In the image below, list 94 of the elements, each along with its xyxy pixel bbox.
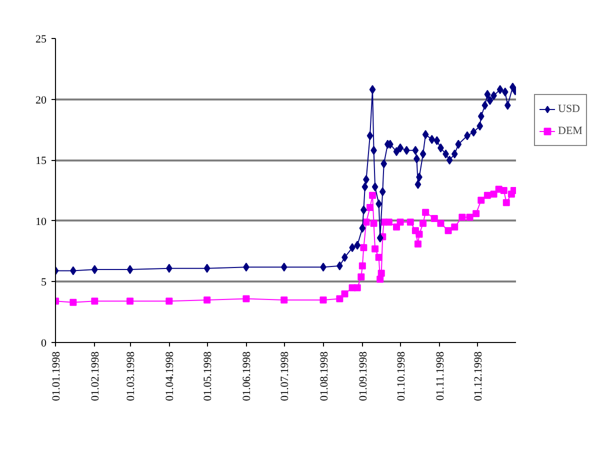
- point: [204, 264, 210, 273]
- x-tick-label: 01.06.1998: [241, 351, 254, 401]
- point: [280, 296, 288, 304]
- point: [502, 199, 510, 206]
- x-tick-label: 01.07.1998: [279, 351, 292, 401]
- point: [393, 147, 400, 156]
- point: [376, 276, 384, 283]
- x-tick-label: 01.08.1998: [318, 351, 330, 401]
- point: [437, 220, 444, 227]
- point: [422, 130, 429, 140]
- point: [380, 159, 388, 168]
- point: [396, 218, 404, 226]
- y-tick-label: 10: [36, 216, 47, 228]
- point: [375, 254, 382, 261]
- point: [500, 187, 508, 194]
- point: [369, 192, 376, 199]
- point: [446, 156, 453, 165]
- x-tick-label: 01.02.1998: [90, 351, 102, 401]
- point: [379, 187, 386, 196]
- point: [502, 88, 508, 97]
- point: [482, 100, 488, 110]
- x-tick-label: 01.10.1998: [395, 351, 408, 401]
- point: [420, 150, 426, 159]
- y-tick-label: 25: [36, 34, 47, 46]
- point: [91, 298, 98, 305]
- point: [406, 218, 414, 226]
- y-tick-label: 0: [41, 338, 47, 350]
- point: [358, 262, 366, 270]
- y-tick-label: 5: [41, 276, 47, 289]
- point: [358, 273, 365, 280]
- legend-label: DEM: [558, 125, 582, 137]
- x-tick-label: 01.11.1998: [434, 351, 446, 401]
- point: [414, 180, 422, 189]
- point: [478, 112, 484, 121]
- point: [372, 245, 379, 252]
- point: [472, 210, 480, 218]
- point: [336, 295, 344, 302]
- point: [510, 187, 516, 194]
- point: [204, 296, 211, 304]
- point: [370, 220, 378, 227]
- point: [486, 96, 494, 106]
- point: [369, 85, 376, 94]
- point: [416, 230, 423, 238]
- point: [91, 265, 98, 274]
- x-tick-label: 01.12.1998: [472, 351, 484, 401]
- point: [126, 265, 134, 274]
- point: [360, 244, 368, 252]
- point: [280, 262, 288, 272]
- point: [430, 214, 438, 222]
- point: [434, 136, 440, 146]
- point: [484, 192, 491, 199]
- point: [354, 284, 361, 292]
- point: [414, 240, 422, 248]
- point: [451, 223, 458, 230]
- y-tick-label: 20: [36, 94, 47, 106]
- x-tick-label: 01.04.1998: [164, 351, 176, 401]
- point: [496, 85, 504, 94]
- point: [484, 90, 491, 99]
- point: [504, 100, 511, 110]
- point: [366, 131, 374, 140]
- point: [366, 204, 374, 212]
- legend-label: USD: [558, 103, 580, 115]
- point: [478, 196, 485, 204]
- x-tick-label: 01.05.1998: [202, 351, 214, 401]
- point: [70, 298, 77, 306]
- point: [354, 240, 361, 250]
- point: [428, 134, 436, 144]
- y-tick-label: 15: [36, 155, 47, 168]
- point: [126, 298, 134, 305]
- point: [451, 150, 458, 159]
- point: [376, 233, 384, 242]
- point: [378, 270, 385, 277]
- point: [372, 182, 378, 192]
- point: [422, 208, 430, 216]
- point: [466, 214, 474, 221]
- point: [320, 296, 327, 304]
- point: [362, 182, 368, 192]
- point: [476, 122, 484, 131]
- point: [359, 224, 366, 233]
- point: [444, 227, 452, 234]
- point: [341, 290, 348, 298]
- point: [420, 220, 427, 227]
- x-tick-label: 01.01.1998: [50, 351, 62, 401]
- point: [385, 218, 392, 226]
- point: [458, 214, 466, 221]
- point: [403, 146, 410, 155]
- x-tick-label: 01.09.1998: [357, 351, 370, 401]
- point: [490, 190, 498, 198]
- point: [412, 146, 419, 155]
- point: [455, 140, 462, 149]
- point: [470, 128, 477, 137]
- x-tick-label: 01.03.1998: [125, 351, 138, 401]
- point: [242, 295, 250, 302]
- point: [166, 298, 173, 305]
